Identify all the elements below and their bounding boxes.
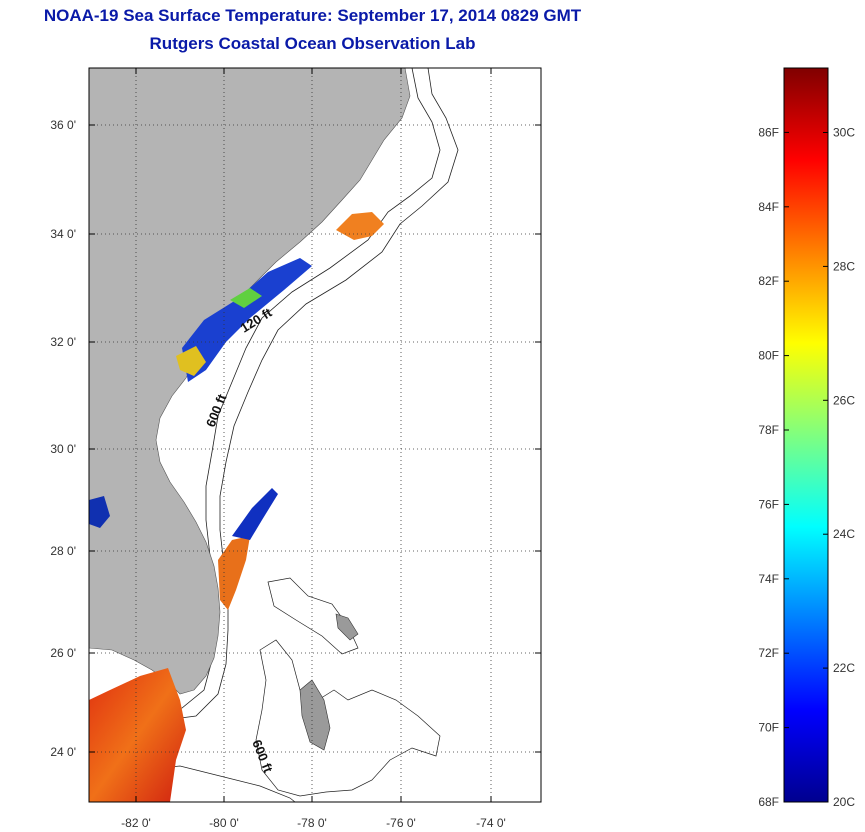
colorbar-f-label: 80F (758, 349, 779, 363)
colorbar-c-label: 26C (833, 393, 855, 407)
lon-label: -78 0' (297, 816, 327, 830)
sst-patch-carolina (336, 212, 384, 240)
colorbar-c-label: 22C (833, 661, 855, 675)
isobath-line (267, 577, 359, 655)
sst-swath-east (218, 536, 250, 610)
sst-patch-georgia (182, 258, 312, 382)
colorbar-c-label: 30C (833, 126, 855, 140)
sst-patch-georgia (230, 288, 262, 308)
map-subtitle: Rutgers Coastal Ocean Observation Lab (149, 34, 476, 53)
colorbar-f-label: 86F (758, 125, 779, 139)
colorbar-c-label: 20C (833, 795, 855, 809)
colorbar-f-label: 70F (758, 721, 779, 735)
colorbar-f-label: 76F (758, 497, 779, 511)
colorbar-f-label: 68F (758, 795, 779, 809)
lat-label: 30 0' (50, 442, 76, 456)
lat-label: 26 0' (50, 646, 76, 660)
map-title: NOAA-19 Sea Surface Temperature: Septemb… (43, 6, 582, 25)
colorbar-f-label: 84F (758, 200, 779, 214)
lon-label: -74 0' (476, 816, 506, 830)
colorbar-f-label: 78F (758, 423, 779, 437)
lat-label: 24 0' (50, 745, 76, 759)
colorbar-f-label: 82F (758, 274, 779, 288)
sst-swath-keys (89, 668, 186, 802)
colorbar-f-label: 72F (758, 646, 779, 660)
colorbar-c-label: 24C (833, 527, 855, 541)
grid-lines (89, 68, 541, 802)
island (299, 679, 331, 751)
lon-label: -80 0' (209, 816, 239, 830)
lat-label: 36 0' (50, 118, 76, 132)
lat-label: 32 0' (50, 335, 76, 349)
colorbar-gradient (783, 67, 829, 803)
sst-patch-georgia (176, 346, 206, 376)
sst-patch-gulf (89, 496, 110, 528)
map-frame (88, 67, 542, 803)
colorbar-f-label: 74F (758, 572, 779, 586)
isobath-line (149, 68, 459, 723)
colorbar-c-label: 28C (833, 259, 855, 273)
colorbar-c-ticks: 20C 22C 24C 26C 28C 30C (823, 126, 855, 809)
lon-label: -76 0' (386, 816, 416, 830)
lat-label: 28 0' (50, 544, 76, 558)
lon-label: -82 0' (121, 816, 151, 830)
colorbar-f-ticks: 68F 70F 72F 74F 76F 78F 80F 82F 84F 86F (758, 125, 789, 809)
sst-swath-east (232, 488, 278, 540)
lat-label: 34 0' (50, 227, 76, 241)
land-mass (89, 68, 411, 695)
island (335, 613, 359, 641)
